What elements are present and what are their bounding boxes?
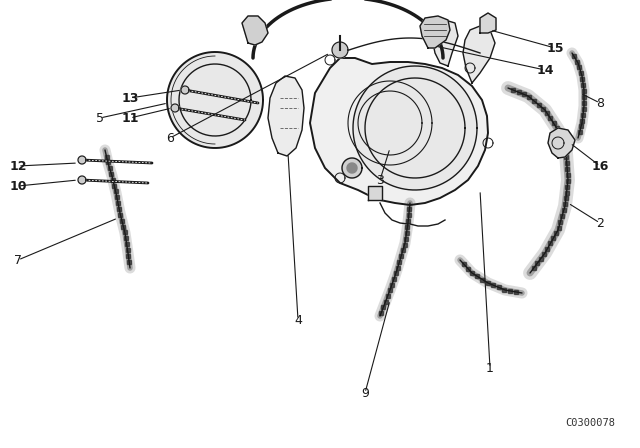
Text: 10: 10 <box>9 180 27 193</box>
Text: 14: 14 <box>536 64 554 77</box>
Polygon shape <box>420 16 450 48</box>
Polygon shape <box>78 156 86 164</box>
Polygon shape <box>368 186 382 200</box>
Text: 2: 2 <box>596 216 604 229</box>
Text: C0300078: C0300078 <box>565 418 615 428</box>
Polygon shape <box>463 26 495 83</box>
Text: 7: 7 <box>14 254 22 267</box>
Polygon shape <box>310 58 488 205</box>
Polygon shape <box>171 104 179 112</box>
Text: 15: 15 <box>547 42 564 55</box>
Text: 3: 3 <box>376 173 384 186</box>
Polygon shape <box>332 42 348 58</box>
Text: 11: 11 <box>121 112 139 125</box>
Polygon shape <box>268 76 304 156</box>
Polygon shape <box>242 16 268 45</box>
Text: 6: 6 <box>166 132 174 145</box>
Text: 12: 12 <box>9 159 27 172</box>
Text: 8: 8 <box>596 96 604 109</box>
Polygon shape <box>480 13 496 33</box>
Polygon shape <box>432 20 458 66</box>
Polygon shape <box>347 163 357 173</box>
Polygon shape <box>181 86 189 94</box>
Polygon shape <box>167 52 263 148</box>
Polygon shape <box>548 128 575 158</box>
Text: 5: 5 <box>96 112 104 125</box>
Polygon shape <box>78 176 86 184</box>
Text: 16: 16 <box>591 159 609 172</box>
Text: 4: 4 <box>294 314 302 327</box>
Text: 1: 1 <box>486 362 494 375</box>
Text: 9: 9 <box>361 387 369 400</box>
Polygon shape <box>342 158 362 178</box>
Text: 13: 13 <box>122 91 139 104</box>
Polygon shape <box>353 66 477 190</box>
